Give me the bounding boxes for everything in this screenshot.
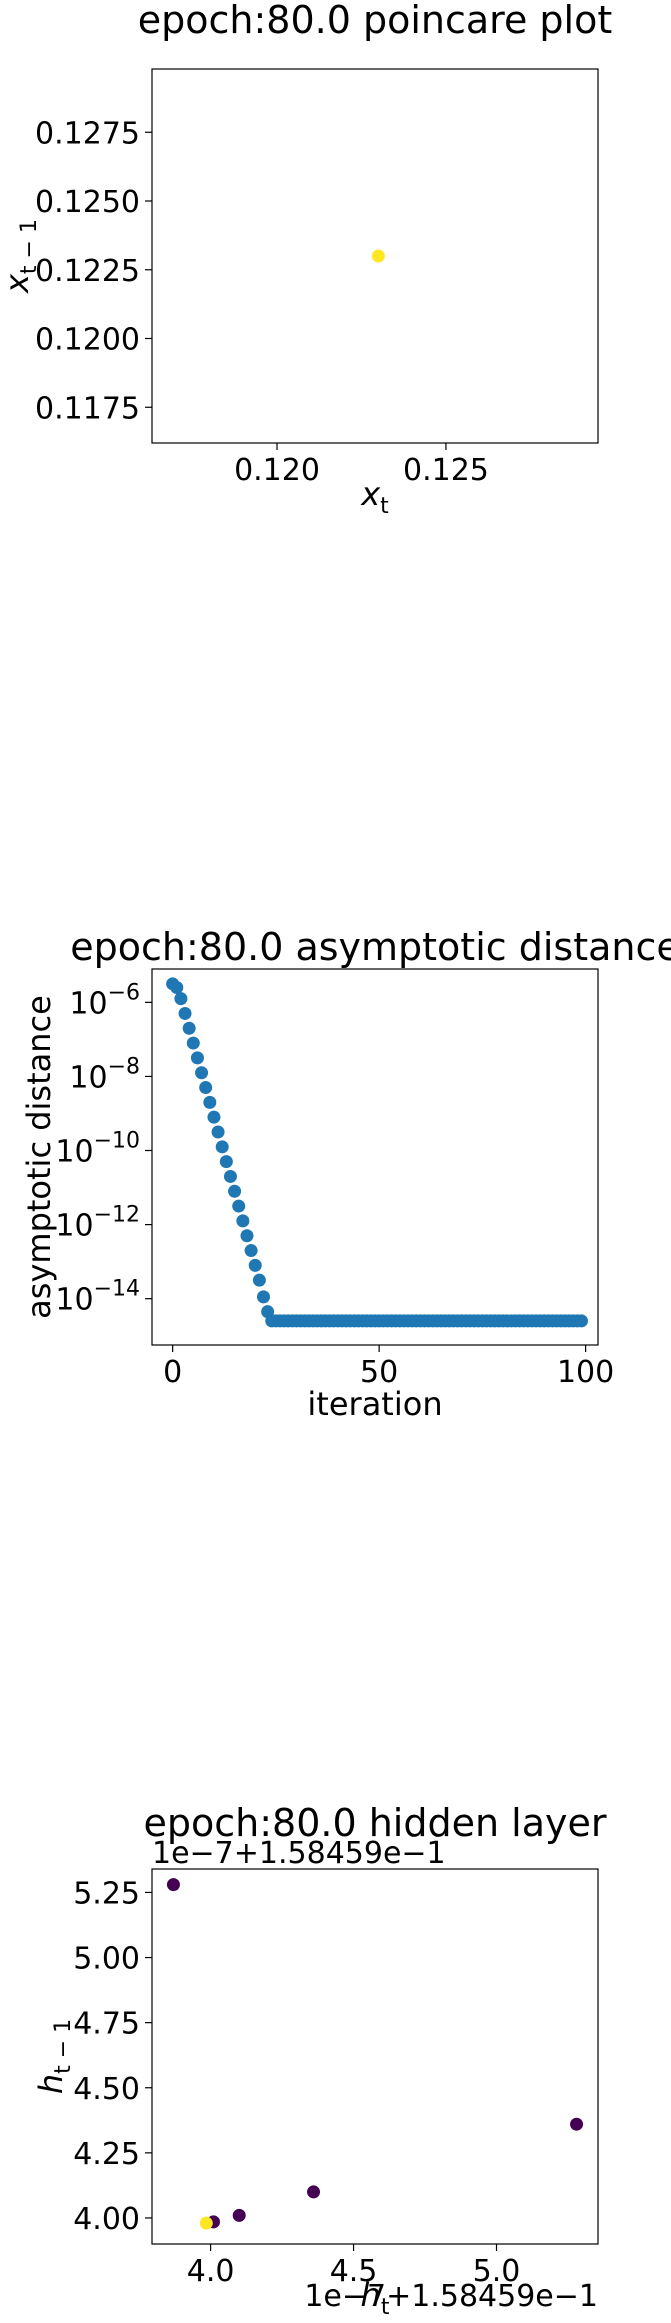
data-point bbox=[186, 1036, 200, 1050]
data-point bbox=[178, 1006, 192, 1020]
data-point bbox=[174, 992, 188, 1006]
y-tick-label: 10−12 bbox=[55, 1203, 140, 1244]
data-point bbox=[203, 1095, 217, 1109]
y-tick-label: 4.50 bbox=[73, 2072, 140, 2107]
chart-1: epoch:80.0 poincare plot 0.120 0.125 0.1175… bbox=[0, 0, 612, 519]
data-point bbox=[570, 2117, 584, 2131]
data-point bbox=[574, 1314, 588, 1328]
y-tick-label: 10−14 bbox=[55, 1277, 140, 1318]
chart-2: epoch:80.0 asymptotic distance 0 50 100 10−6… bbox=[20, 925, 671, 1423]
y-tick-label: 10−10 bbox=[55, 1129, 140, 1170]
y-tick-label: 0.1175 bbox=[35, 391, 140, 426]
y-tick-label: 5.00 bbox=[73, 1942, 140, 1977]
data-point bbox=[244, 1244, 258, 1258]
x-axis-label: xt bbox=[360, 475, 389, 519]
chart-title: epoch:80.0 hidden layer bbox=[144, 1801, 607, 1845]
data-point bbox=[248, 1258, 262, 1272]
chart-title: epoch:80.0 poincare plot bbox=[138, 0, 612, 42]
data-point bbox=[371, 249, 385, 263]
data-point bbox=[207, 1110, 221, 1124]
y-axis-label: asymptotic distance bbox=[20, 995, 58, 1319]
data-point bbox=[240, 1229, 254, 1243]
chart-3: epoch:80.0 hidden layer 4.0 4.5 5.0 4.00 4.25… bbox=[32, 1801, 607, 2320]
data-point bbox=[190, 1051, 204, 1065]
data-point bbox=[199, 2216, 213, 2230]
chart-title: epoch:80.0 asymptotic distance bbox=[70, 925, 671, 969]
y-axis-label: xt − 1 bbox=[0, 219, 42, 294]
y-offset-text: 1e−7+1.58459e−1 bbox=[152, 1836, 446, 1871]
plot-frame bbox=[151, 968, 599, 1346]
x-tick-label: 0.120 bbox=[234, 453, 320, 488]
data-point bbox=[307, 2185, 321, 2199]
data-point bbox=[252, 1273, 266, 1287]
data-point bbox=[182, 1021, 196, 1035]
x-tick-label: 50 bbox=[360, 1355, 398, 1390]
data-point bbox=[219, 1155, 233, 1169]
y-tick-label: 0.1200 bbox=[35, 323, 140, 358]
x-tick-label: 0.125 bbox=[403, 453, 489, 488]
data-point bbox=[232, 1199, 246, 1213]
data-point bbox=[228, 1184, 242, 1198]
x-axis-label: iteration bbox=[307, 1385, 442, 1423]
data-point bbox=[236, 1214, 250, 1228]
x-tick-label: 4.5 bbox=[330, 2254, 378, 2289]
plot-frame bbox=[151, 68, 599, 444]
y-axis-label: ht − 1 bbox=[32, 2019, 76, 2094]
x-tick-label: 0 bbox=[163, 1355, 182, 1390]
data-point bbox=[195, 1066, 209, 1080]
data-point bbox=[257, 1290, 270, 1304]
data-point bbox=[199, 1081, 213, 1095]
y-tick-label: 4.75 bbox=[73, 2007, 140, 2042]
y-tick-label: 0.1225 bbox=[35, 254, 140, 289]
data-point bbox=[170, 981, 184, 995]
data-point bbox=[215, 1140, 229, 1154]
y-tick-label: 5.25 bbox=[73, 1876, 140, 1911]
y-tick-label: 10−8 bbox=[69, 1054, 140, 1095]
y-tick-label: 0.1250 bbox=[35, 185, 140, 220]
data-point bbox=[223, 1169, 237, 1183]
y-tick-label: 4.00 bbox=[73, 2202, 140, 2237]
x-tick-label: 4.0 bbox=[187, 2254, 235, 2289]
y-tick-label: 10−6 bbox=[69, 980, 140, 1021]
x-offset-text: 1e−7+1.58459e−1 bbox=[304, 2279, 598, 2314]
data-point bbox=[211, 1125, 225, 1139]
x-tick-label: 100 bbox=[557, 1355, 614, 1390]
data-point bbox=[166, 1878, 180, 1892]
x-axis-label: ht bbox=[361, 2276, 390, 2320]
y-tick-label: 4.25 bbox=[73, 2137, 140, 2172]
y-tick-label: 0.1275 bbox=[35, 116, 140, 151]
data-point bbox=[232, 2208, 246, 2222]
plot-frame bbox=[151, 1868, 599, 2245]
x-tick-label: 5.0 bbox=[473, 2254, 521, 2289]
